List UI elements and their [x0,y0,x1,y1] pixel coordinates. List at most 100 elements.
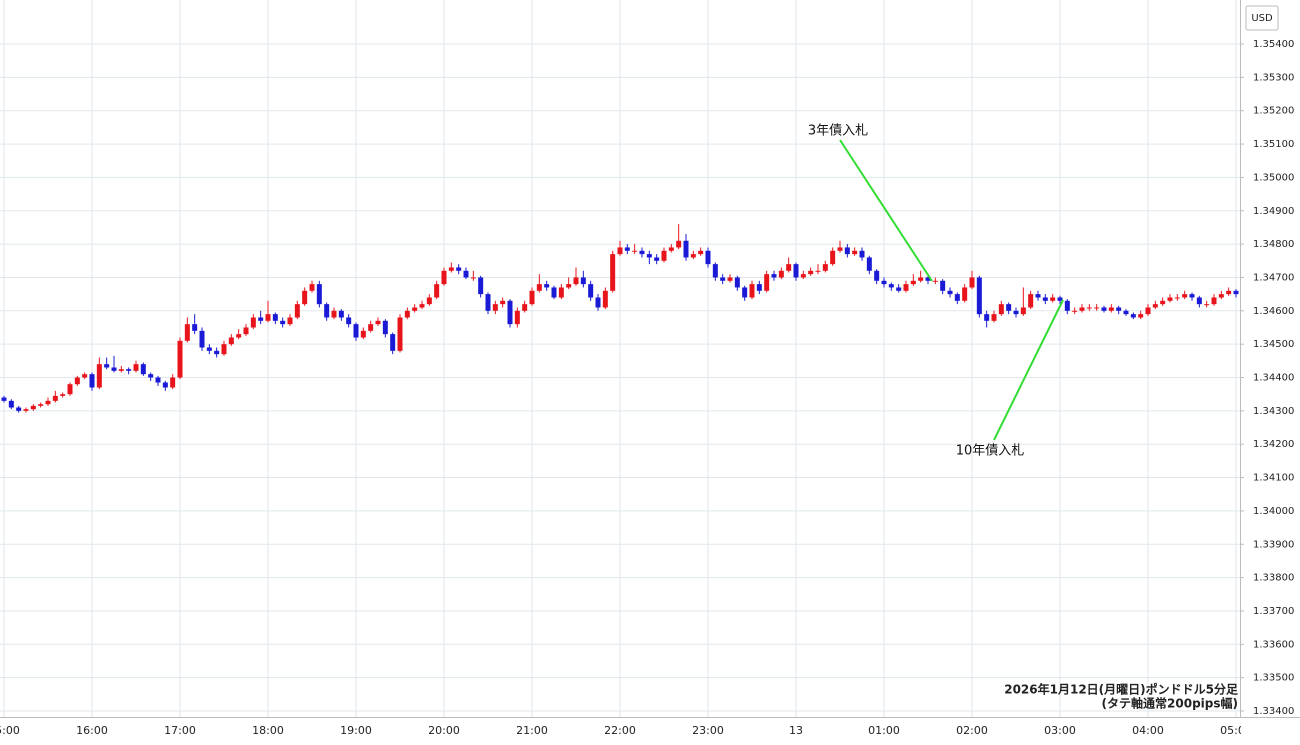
y-tick-label: 1.34000 [1253,506,1294,517]
y-tick-label: 1.34100 [1253,473,1294,484]
candle-body [580,277,586,285]
candle-body [771,274,777,278]
candle-body [624,247,630,251]
candle-body [1072,310,1078,312]
candle-body [1130,314,1136,318]
annotation: 10年債入札 [956,444,1025,459]
x-tick-label: 22:00 [604,724,636,737]
candle-body [74,377,80,385]
candle-body [294,304,300,318]
candle-body [1204,304,1210,306]
candle-body [544,284,550,288]
annotation: 3年債入札 [808,124,868,139]
candle-body [331,310,337,318]
candle-body [962,287,968,301]
candle-body [111,367,117,371]
candle-body [500,300,506,305]
candle-body [1013,310,1019,315]
x-tick-label: 21:00 [516,724,548,737]
candle-body [177,340,183,378]
candle-body [1094,307,1100,309]
y-tick-label: 1.35300 [1253,72,1294,83]
candle-body [727,277,733,281]
candle-body [998,304,1004,315]
candle-body [551,287,557,298]
candle-body [1050,297,1056,301]
candle-body [492,304,498,311]
candle-body [1042,297,1048,301]
candle-body [82,374,88,378]
x-tick-label: 03:00 [1044,724,1076,737]
candle-body [16,407,22,411]
y-tick-label: 1.34600 [1253,306,1294,317]
candle-body [610,254,616,291]
x-tick-label: 18:00 [252,724,284,737]
candle-body [588,284,594,298]
candle-body [969,277,975,288]
candle-body [390,334,396,351]
y-tick-label: 1.34400 [1253,373,1294,384]
candle-body [38,404,44,406]
candle-body [470,277,476,279]
candle-body [162,382,168,388]
x-tick-label: 01:00 [868,724,900,737]
candle-body [1226,290,1232,295]
y-tick-label: 1.35200 [1253,106,1294,117]
candle-body [712,264,718,278]
candle-body [155,377,161,383]
candle-body [360,330,366,338]
candle-body [1108,307,1114,311]
x-tick-label: 04:00 [1132,724,1164,737]
x-tick-label: 13 [789,724,803,737]
candle-body [426,297,432,305]
candle-body [991,314,997,321]
candle-body [96,364,102,388]
y-tick-label: 1.34800 [1253,239,1294,250]
candle-body [1160,300,1166,305]
candle-body [815,270,821,272]
annotation-line [839,139,933,282]
candle-body [1,397,7,401]
candle-body [397,317,403,351]
candle-body [1064,300,1070,311]
currency-box [1245,5,1279,31]
candle-body [382,320,388,335]
candle-body [192,324,198,331]
candle-body [720,277,726,281]
candle-body [272,314,278,321]
x-tick-label: 02:00 [956,724,988,737]
candle-body [309,284,315,291]
candle-body [236,334,242,338]
candle-body [830,250,836,265]
candle-body [1057,297,1063,301]
candle-body [910,280,916,285]
candle-body [148,374,154,378]
candle-body [676,240,682,248]
candle-body [903,284,909,291]
y-tick-label: 1.35100 [1253,139,1294,150]
candle-body [558,287,564,298]
annotation-line [993,299,1064,441]
candle-body [265,314,271,321]
candle-body [1116,307,1122,311]
candle-body [280,320,286,325]
candle-body [859,250,865,258]
candle-body [67,384,73,395]
candle-body [742,287,748,298]
candle-body [118,369,124,371]
candle-body [602,290,608,308]
candle-body [793,264,799,278]
candle-body [683,240,689,258]
candle-body [1138,314,1144,318]
candle-body [800,274,806,278]
candle-body [8,400,14,408]
y-tick-label: 1.35400 [1253,39,1294,50]
candle-body [368,324,374,331]
candle-body [764,274,770,291]
candle-body [932,280,938,282]
candle-body [1079,307,1085,311]
x-tick-label: 23:00 [692,724,724,737]
candle-body [60,394,66,396]
candle-body [507,300,513,325]
candle-body [749,284,755,298]
